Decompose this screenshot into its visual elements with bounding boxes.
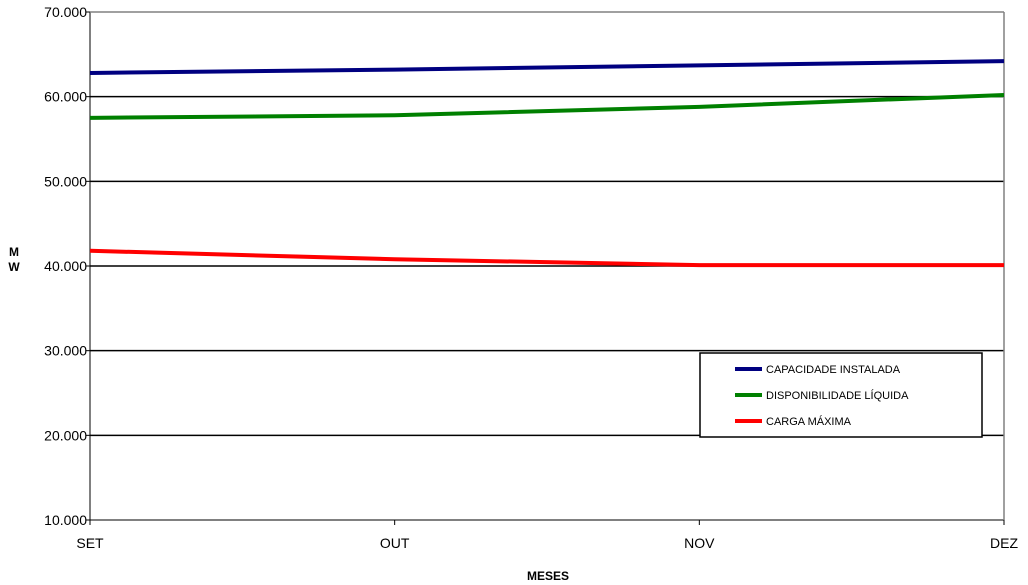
y-axis-title-line-1: M: [9, 245, 19, 259]
y-tick-label: 70.000: [44, 4, 87, 20]
x-tick-label: DEZ: [990, 535, 1018, 551]
x-axis-ticks: SET OUT NOV DEZ: [76, 520, 1018, 551]
x-tick-label: NOV: [684, 535, 715, 551]
series-line-1: [89, 59, 1005, 75]
legend-label: CAPACIDADE INSTALADA: [766, 364, 901, 376]
x-tick-label: SET: [76, 535, 104, 551]
series-line-2: [89, 92, 1005, 120]
x-axis-title: MESES: [527, 569, 569, 583]
y-tick-label: 60.000: [44, 89, 87, 105]
legend-label: CARGA MÁXIMA: [766, 415, 852, 428]
y-tick-label: 40.000: [44, 258, 87, 274]
y-axis-title-line-2: W: [8, 260, 20, 274]
y-tick-label: 20.000: [44, 427, 87, 443]
chart-legend: CAPACIDADE INSTALADA DISPONIBILIDADE LÍQU…: [699, 352, 983, 438]
y-axis-ticks: 10.000 20.000 30.000 40.000 50.000 60.000 70.0…: [44, 4, 90, 528]
legend-label: DISPONIBILIDADE LÍQUIDA: [766, 389, 909, 402]
y-tick-label: 30.000: [44, 343, 87, 359]
x-tick-label: OUT: [380, 535, 410, 551]
series-lines: [89, 59, 1005, 268]
series-line-3: [89, 248, 1004, 268]
y-tick-label: 10.000: [44, 512, 87, 528]
y-tick-label: 50.000: [44, 173, 87, 189]
